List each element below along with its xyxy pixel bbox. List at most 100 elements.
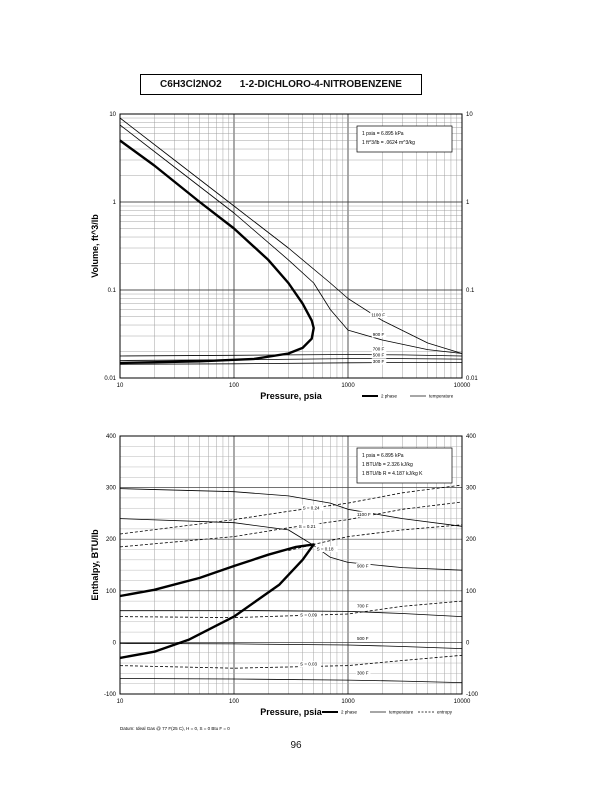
x-tick-label: 10 xyxy=(117,699,124,705)
y-tick-label-right: 10 xyxy=(466,112,473,118)
curve-label: 300 F xyxy=(357,670,369,675)
y-tick-label: 10 xyxy=(109,112,116,118)
y-axis-label: Enthalpy, BTU/lb xyxy=(90,529,100,601)
legend-label: temperature xyxy=(429,394,454,399)
y-tick-label-right: 100 xyxy=(466,589,477,595)
curve-label-bg xyxy=(299,661,322,668)
x-tick-label: 1000 xyxy=(341,699,355,705)
unit-conversion-note: 1 BTU/lb = 2.326 kJ/kg xyxy=(362,462,413,468)
series-900-f-line xyxy=(119,518,463,571)
x-tick-label: 10000 xyxy=(454,383,471,389)
y-tick-label: 0.01 xyxy=(104,376,116,382)
curve-label-bg xyxy=(370,311,388,318)
curve-label: 900 F xyxy=(373,332,385,337)
y-tick-label-right: 200 xyxy=(466,537,477,543)
y-tick-label: 1 xyxy=(113,200,117,206)
y-tick-label: -100 xyxy=(104,692,117,698)
series-500-f-line xyxy=(119,358,463,361)
curve-label: S = 0.18 xyxy=(317,547,334,552)
y-tick-label-right: 300 xyxy=(466,486,477,492)
curve-label-bg xyxy=(356,669,371,676)
curve-label: S = 0.24 xyxy=(303,505,320,510)
curve-label-bg xyxy=(297,523,320,530)
curve-label: 700 F xyxy=(373,347,385,352)
curve-label-bg xyxy=(371,352,387,359)
y-tick-label: 400 xyxy=(106,434,117,440)
x-axis-label: Pressure, psia xyxy=(260,391,323,401)
y-axis-label: Volume, ft^3/lb xyxy=(90,214,100,278)
y-tick-label-right: 0 xyxy=(466,640,470,646)
y-tick-label-right: 1 xyxy=(466,200,470,206)
curve-label-bg xyxy=(315,546,338,553)
page-number: 96 xyxy=(290,740,302,751)
legend-label: 2 phase xyxy=(381,394,398,399)
y-tick-label-right: 0.01 xyxy=(466,376,478,382)
plot-area xyxy=(119,113,463,379)
legend-label: 2 phase xyxy=(341,710,358,715)
series-700-f-line xyxy=(120,610,463,617)
curve-label: S = 0.09 xyxy=(300,613,317,618)
y-tick-label: 100 xyxy=(106,589,117,595)
unit-conversion-note: 1 psia = 6.895 kPa xyxy=(362,453,404,459)
curve-label-bg xyxy=(371,331,387,338)
curve-label-bg xyxy=(299,612,322,619)
curve-label-bg xyxy=(356,635,371,642)
unit-conversion-box xyxy=(356,125,453,153)
curve-label: 900 F xyxy=(357,564,369,569)
compound-formula: C6H3Cl2NO2 xyxy=(160,79,222,90)
series-300-f-line xyxy=(119,362,462,365)
curve-label: 500 F xyxy=(357,636,369,641)
curve-label: S = 0.21 xyxy=(299,524,316,529)
x-tick-label: 100 xyxy=(229,383,240,389)
unit-conversion-box xyxy=(356,447,453,484)
curve-label-bg xyxy=(301,504,324,511)
series-2-phase-line xyxy=(119,139,315,365)
curve-label-bg xyxy=(356,511,374,518)
y-tick-label: 300 xyxy=(106,486,117,492)
y-tick-label: 0.1 xyxy=(108,288,117,294)
y-tick-label-right: -100 xyxy=(466,692,479,698)
curve-label: 500 F xyxy=(373,353,385,358)
curve-label-bg xyxy=(356,563,371,570)
series-1100-f-line xyxy=(119,488,463,527)
unit-conversion-note: 1 ft^3/lb = .0624 m^3/kg xyxy=(362,140,415,146)
curve-label: 1100 F xyxy=(371,312,385,317)
x-tick-label: 10000 xyxy=(454,699,471,705)
series-s-0-09-line xyxy=(119,600,463,618)
unit-conversion-note: 1 psia = 6.895 kPa xyxy=(362,131,404,137)
plot-frame xyxy=(119,435,463,695)
legend-label: temperature xyxy=(389,710,414,715)
curve-label: 700 F xyxy=(357,603,369,608)
curve-label-bg xyxy=(356,602,371,609)
series-s-0-21-line xyxy=(119,501,463,548)
series-s-0-18-line xyxy=(288,524,463,551)
curve-label: S = 0.03 xyxy=(300,662,317,667)
plot-frame xyxy=(119,113,463,379)
series-s-0-03-line xyxy=(119,654,463,669)
chart-title-box: C6H3Cl2NO2 1-2-DICHLORO-4-NITROBENZENE xyxy=(140,74,422,95)
curve-label: 300 F xyxy=(373,359,385,364)
unit-conversion-note: 1 BTU/lb R = 4.187 kJ/kg K xyxy=(362,471,423,477)
y-tick-label-right: 0.1 xyxy=(466,288,475,294)
datum-footnote: Datum: Ideal Gas @ 77 F(25 C), H = 0, S … xyxy=(120,726,230,731)
y-tick-label: 0 xyxy=(113,640,117,646)
y-tick-label-right: 400 xyxy=(466,434,477,440)
curve-label-bg xyxy=(371,358,387,365)
series-500-f-line xyxy=(119,643,463,649)
legend-label: entropy xyxy=(437,710,453,715)
y-tick-label: 200 xyxy=(106,537,117,543)
series-1100-f-line xyxy=(119,117,463,354)
x-tick-label: 1000 xyxy=(341,383,355,389)
compound-name: 1-2-DICHLORO-4-NITROBENZENE xyxy=(239,79,402,90)
series-300-f-line xyxy=(119,678,463,683)
x-tick-label: 10 xyxy=(117,383,124,389)
series-s-0-24-line xyxy=(119,484,463,535)
curve-label-bg xyxy=(371,346,387,353)
series-700-f-line xyxy=(119,354,463,357)
x-axis-label: Pressure, psia xyxy=(260,707,323,717)
x-tick-label: 100 xyxy=(229,699,240,705)
curve-label: 1100 F xyxy=(357,512,371,517)
series-900-f-line xyxy=(119,124,463,354)
